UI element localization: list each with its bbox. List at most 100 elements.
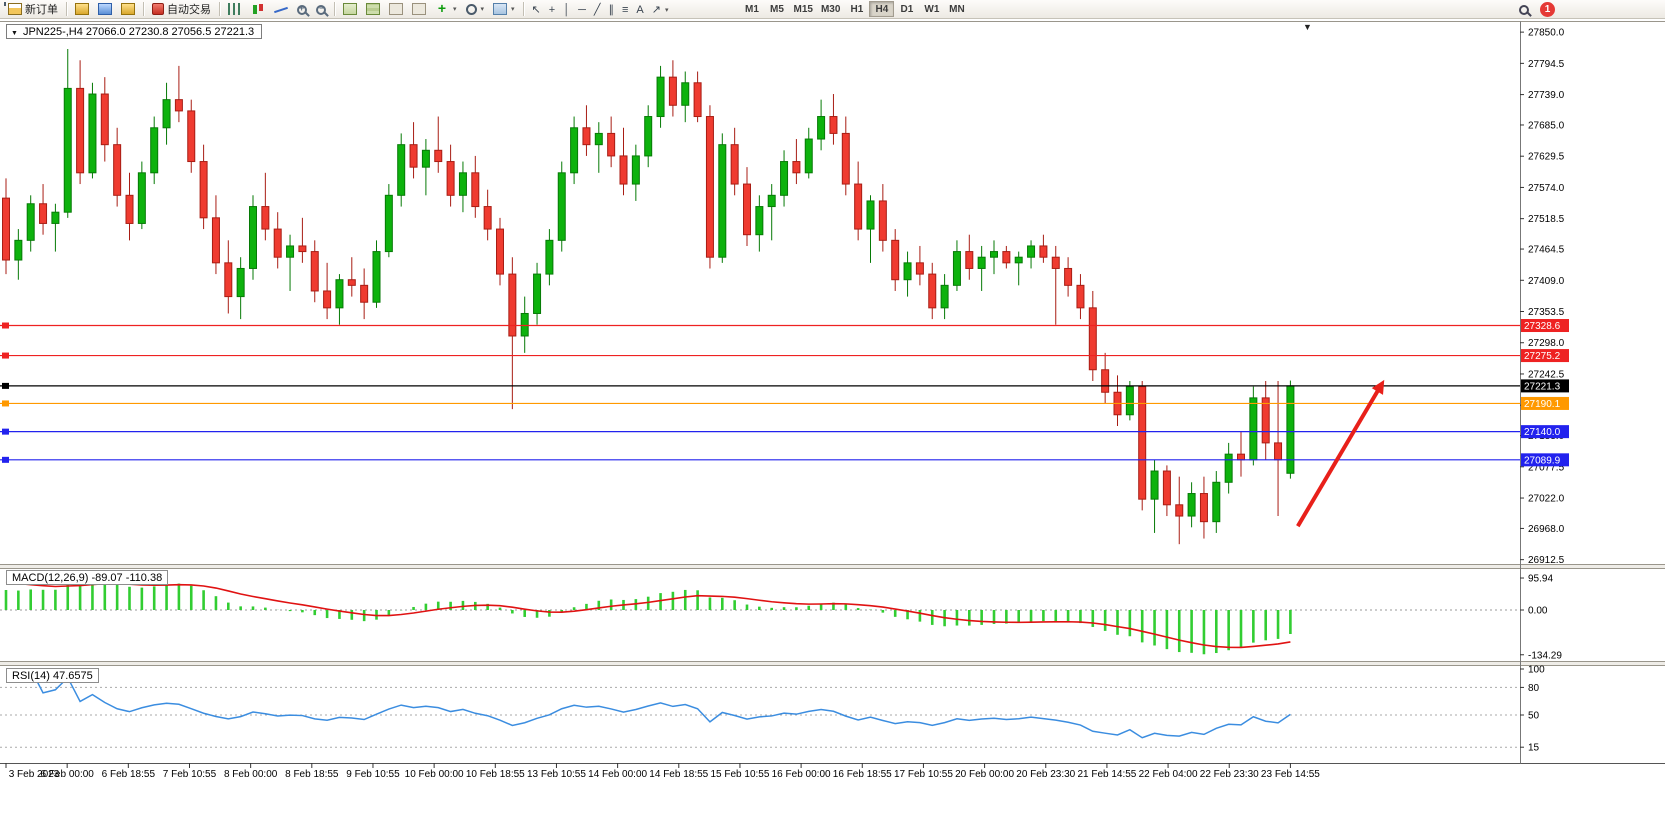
search-button[interactable] — [1515, 1, 1533, 18]
svg-text:27518.5: 27518.5 — [1528, 214, 1565, 225]
timeframe-d1-button[interactable]: D1 — [894, 1, 919, 17]
svg-text:27275.2: 27275.2 — [1524, 351, 1561, 362]
template-icon — [493, 3, 508, 15]
timeframe-w1-button[interactable]: W1 — [919, 1, 944, 17]
svg-text:14 Feb 18:55: 14 Feb 18:55 — [649, 769, 708, 780]
svg-text:13 Feb 10:55: 13 Feb 10:55 — [527, 769, 586, 780]
line-handle[interactable] — [2, 352, 9, 359]
tile-windows-icon — [343, 3, 357, 15]
svg-text:14 Feb 00:00: 14 Feb 00:00 — [588, 769, 647, 780]
toolbar-separator — [66, 2, 67, 16]
new-order-icon — [8, 3, 22, 15]
svg-text:26968.0: 26968.0 — [1528, 524, 1565, 535]
pane-frame — [0, 21, 1665, 764]
text-button[interactable]: A — [632, 2, 647, 19]
svg-text:22 Feb 23:30: 22 Feb 23:30 — [1200, 769, 1259, 780]
svg-text:9 Feb 10:55: 9 Feb 10:55 — [346, 769, 400, 780]
new-chart-icon — [75, 3, 89, 15]
clock-icon — [465, 4, 477, 15]
svg-text:27298.0: 27298.0 — [1528, 338, 1565, 349]
chart-title-box: JPN225-,H4 27066.0 27230.8 27056.5 27221… — [6, 24, 263, 39]
svg-text:8 Feb 18:55: 8 Feb 18:55 — [285, 769, 339, 780]
line-chart-icon — [274, 3, 288, 15]
line-chart-button[interactable] — [270, 1, 292, 18]
toolbar-separator — [143, 2, 144, 16]
cascade-windows-icon — [366, 3, 380, 15]
svg-text:100: 100 — [1528, 665, 1545, 676]
horizontal-lines-layer[interactable] — [0, 322, 1520, 463]
line-handle[interactable] — [2, 322, 9, 329]
notification-badge[interactable]: 1 — [1540, 1, 1555, 17]
chevron-down-icon[interactable] — [11, 26, 18, 38]
market-watch-icon — [121, 3, 135, 15]
timeframe-h1-button[interactable]: H1 — [844, 1, 869, 17]
horizontal-line-button[interactable]: ─ — [574, 2, 590, 19]
svg-text:50: 50 — [1528, 711, 1540, 722]
price-badge — [1521, 453, 1569, 467]
timeframe-mn-button[interactable]: MN — [944, 1, 969, 17]
timeframe-m1-button[interactable]: M1 — [740, 1, 765, 17]
new-chart-button[interactable] — [71, 1, 93, 18]
indicators-button[interactable]: ▾ — [431, 1, 461, 18]
channel-button[interactable]: ∥ — [605, 2, 619, 19]
bar-chart-button[interactable] — [224, 1, 246, 18]
auto-trading-button[interactable]: 自动交易 — [148, 1, 215, 18]
crosshair-button[interactable]: + — [545, 2, 559, 19]
zoom-out-button[interactable] — [312, 1, 330, 18]
profiles-button[interactable] — [94, 1, 116, 18]
chevron-down-icon: ▾ — [511, 6, 515, 13]
auto-scroll-button[interactable] — [408, 1, 430, 18]
svg-text:17 Feb 10:55: 17 Feb 10:55 — [894, 769, 953, 780]
market-watch-button[interactable] — [117, 1, 139, 18]
svg-text:15 Feb 10:55: 15 Feb 10:55 — [710, 769, 769, 780]
auto-scroll-icon — [412, 3, 426, 15]
arrows-icon: ↗ — [651, 3, 661, 16]
templates-button[interactable]: ▾ — [489, 1, 519, 18]
trend-arrow-annotation[interactable] — [1296, 379, 1385, 528]
svg-text:27353.5: 27353.5 — [1528, 307, 1565, 318]
price-axis[interactable]: 27850.0 27794.5 27739.0 27685.0 27629.5 27574… — [1520, 28, 1569, 567]
svg-text:27685.0: 27685.0 — [1528, 120, 1565, 131]
timeframe-m30-button[interactable]: M30 — [817, 1, 844, 17]
svg-text:15: 15 — [1528, 743, 1540, 754]
svg-text:3 Feb 2023: 3 Feb 2023 — [9, 769, 60, 780]
zoom-in-button[interactable] — [293, 1, 311, 18]
chart-shift-button[interactable] — [385, 1, 407, 18]
macd-pane: 95.94 0.00 -134.29 — [0, 574, 1562, 661]
svg-text:20 Feb 23:30: 20 Feb 23:30 — [1016, 769, 1075, 780]
tile-windows-button[interactable] — [339, 1, 361, 18]
new-order-button[interactable]: 新订单 — [4, 1, 62, 18]
timeframe-h4-button[interactable]: H4 — [869, 1, 895, 17]
timeframe-m15-button[interactable]: M15 — [790, 1, 817, 17]
svg-text:27140.0: 27140.0 — [1524, 427, 1561, 438]
chart-title: JPN225-,H4 27066.0 27230.8 27056.5 27221… — [22, 25, 255, 38]
macd-label: MACD(12,26,9) -89.07 -110.38 — [6, 570, 169, 585]
candlestick-chart-icon — [251, 3, 265, 15]
svg-text:27089.9: 27089.9 — [1524, 455, 1561, 466]
auto-trading-icon — [152, 3, 164, 15]
chevron-down-icon: ▾ — [664, 7, 669, 14]
vertical-line-button[interactable]: │ — [559, 2, 574, 19]
cascade-windows-button[interactable] — [362, 1, 384, 18]
rsi-label: RSI(14) 47.6575 — [6, 668, 99, 683]
periods-button[interactable]: ▾ — [462, 1, 489, 18]
timeframe-m5-button[interactable]: M5 — [765, 1, 790, 17]
arrows-button[interactable]: ↗ ▾ — [648, 2, 673, 19]
cursor-button[interactable]: ↖ — [528, 2, 545, 19]
svg-text:27077.5: 27077.5 — [1528, 462, 1565, 473]
chart-shift-marker[interactable] — [1303, 22, 1312, 32]
line-handle[interactable] — [2, 382, 9, 389]
chevron-down-icon: ▾ — [480, 6, 485, 13]
candlestick-chart-button[interactable] — [247, 1, 269, 18]
toolbar-separator — [522, 2, 524, 16]
line-handle[interactable] — [2, 400, 9, 407]
svg-text:27328.6: 27328.6 — [1524, 321, 1561, 332]
line-handle[interactable] — [2, 456, 9, 463]
vertical-line-icon: │ — [563, 3, 571, 16]
line-handle[interactable] — [2, 428, 9, 435]
trendline-button[interactable]: ╱ — [590, 2, 605, 19]
chart-shift-icon — [389, 3, 403, 15]
fibonacci-button[interactable]: ≡ — [618, 2, 632, 19]
